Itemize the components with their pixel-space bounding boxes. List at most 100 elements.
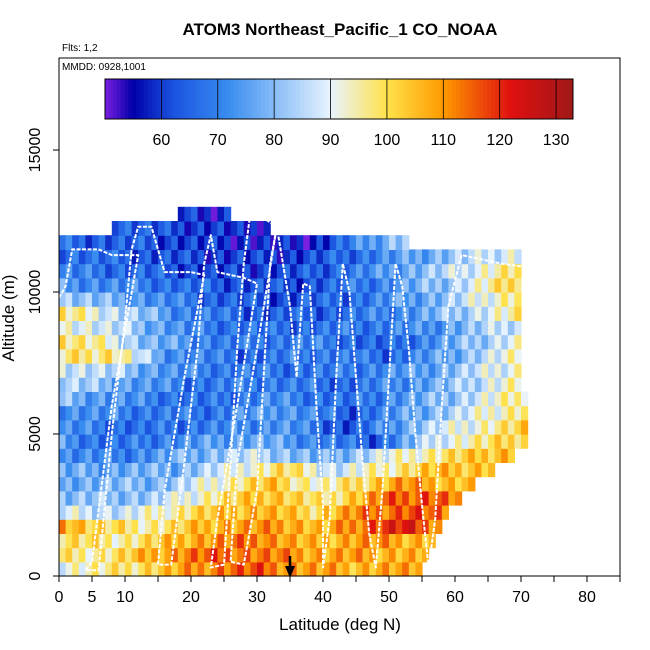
- heatmap-cell: [177, 348, 185, 364]
- heatmap-cell: [92, 490, 100, 506]
- heatmap-cell: [342, 348, 350, 364]
- heatmap-cell: [329, 476, 337, 492]
- heatmap-cell: [276, 391, 284, 407]
- heatmap-cell: [204, 377, 212, 392]
- heatmap-cell: [118, 377, 126, 392]
- heatmap-cell: [171, 320, 179, 336]
- heatmap-cell: [85, 348, 93, 364]
- heatmap-cell: [422, 419, 430, 435]
- colorbar-segment: [557, 79, 562, 119]
- heatmap-cell: [197, 462, 205, 478]
- heatmap-cell: [131, 434, 139, 449]
- heatmap-cell: [481, 320, 489, 336]
- heatmap-cell: [323, 348, 331, 364]
- heatmap-cell: [85, 476, 93, 492]
- heatmap-cell: [224, 405, 232, 421]
- heatmap-cell: [290, 363, 298, 378]
- heatmap-cell: [501, 419, 509, 435]
- heatmap-cell: [329, 292, 337, 307]
- heatmap-cell: [191, 405, 199, 421]
- heatmap-cell: [65, 434, 73, 449]
- heatmap-cell: [78, 292, 86, 307]
- heatmap-cell: [191, 334, 199, 350]
- heatmap-cell: [72, 320, 80, 336]
- colorbar-segment: [401, 79, 406, 119]
- heatmap-cell: [164, 320, 172, 336]
- heatmap-cell: [349, 519, 357, 534]
- heatmap-cell: [382, 263, 390, 279]
- heatmap-cell: [316, 533, 324, 549]
- heatmap-cell: [197, 277, 205, 293]
- heatmap-cell: [144, 490, 152, 506]
- heatmap-cell: [369, 561, 377, 577]
- heatmap-cell: [243, 519, 251, 534]
- heatmap-cell: [217, 292, 225, 307]
- heatmap-cell: [435, 263, 443, 279]
- heatmap-cell: [197, 320, 205, 336]
- heatmap-cell: [85, 434, 93, 449]
- heatmap-cell: [217, 405, 225, 421]
- heatmap-cell: [243, 419, 251, 435]
- heatmap-cell: [78, 476, 86, 492]
- heatmap-cell: [210, 419, 218, 435]
- heatmap-cell: [270, 419, 278, 435]
- heatmap-cell: [263, 348, 271, 364]
- heatmap-cell: [481, 405, 489, 421]
- colorbar-segment: [514, 79, 519, 119]
- heatmap-cell: [111, 505, 119, 520]
- heatmap-cell: [217, 235, 225, 250]
- heatmap-cell: [72, 547, 80, 563]
- colorbar-segment: [214, 79, 219, 119]
- heatmap-cell: [402, 419, 410, 435]
- heatmap-cell: [349, 363, 357, 378]
- heatmap-cell: [316, 292, 324, 307]
- heatmap-cell: [250, 391, 258, 407]
- colorbar-segment: [186, 79, 192, 119]
- heatmap-cell: [494, 263, 502, 279]
- heatmap-cell: [514, 405, 522, 421]
- heatmap-cell: [243, 277, 251, 293]
- heatmap-cell: [197, 434, 205, 449]
- heatmap-cell: [408, 249, 416, 265]
- heatmap-cell: [59, 505, 67, 520]
- heatmap-cell: [105, 519, 113, 534]
- heatmap-cell: [105, 405, 113, 421]
- heatmap-cell: [441, 363, 449, 378]
- heatmap-cell: [270, 277, 278, 293]
- colorbar-segment: [436, 79, 441, 119]
- heatmap-cell: [270, 377, 278, 392]
- heatmap-cell: [356, 249, 364, 265]
- heatmap-cell: [382, 476, 390, 492]
- colorbar-segment: [120, 79, 125, 119]
- heatmap-cell: [356, 561, 364, 577]
- heatmap-cell: [92, 377, 100, 392]
- heatmap-cell: [191, 533, 199, 549]
- heatmap-cell: [85, 419, 93, 435]
- colorbar-tick-label: 70: [209, 132, 227, 149]
- heatmap-cell: [144, 462, 152, 478]
- heatmap-cell: [375, 320, 383, 336]
- heatmap-cell: [118, 235, 126, 250]
- colorbar-segment: [420, 79, 426, 119]
- heatmap-cell: [177, 292, 185, 307]
- colorbar-segment: [194, 79, 200, 119]
- heatmap-cell: [369, 292, 377, 307]
- heatmap-cell: [474, 348, 482, 364]
- heatmap-cell: [250, 334, 258, 350]
- heatmap-cell: [342, 249, 350, 265]
- heatmap-cell: [270, 533, 278, 549]
- heatmap-cell: [507, 263, 515, 279]
- heatmap-cell: [474, 462, 482, 478]
- heatmap-cell: [131, 505, 139, 520]
- heatmap-cell: [488, 448, 496, 463]
- heatmap-cell: [230, 306, 238, 321]
- heatmap-cell: [257, 547, 265, 563]
- heatmap-cell: [131, 547, 139, 563]
- heatmap-cell: [283, 519, 291, 534]
- heatmap-cell: [501, 391, 509, 407]
- heatmap-cell: [210, 306, 218, 321]
- heatmap-cell: [250, 249, 258, 265]
- heatmap-cell: [204, 434, 212, 449]
- heatmap-cell: [131, 476, 139, 492]
- heatmap-cell: [177, 221, 185, 236]
